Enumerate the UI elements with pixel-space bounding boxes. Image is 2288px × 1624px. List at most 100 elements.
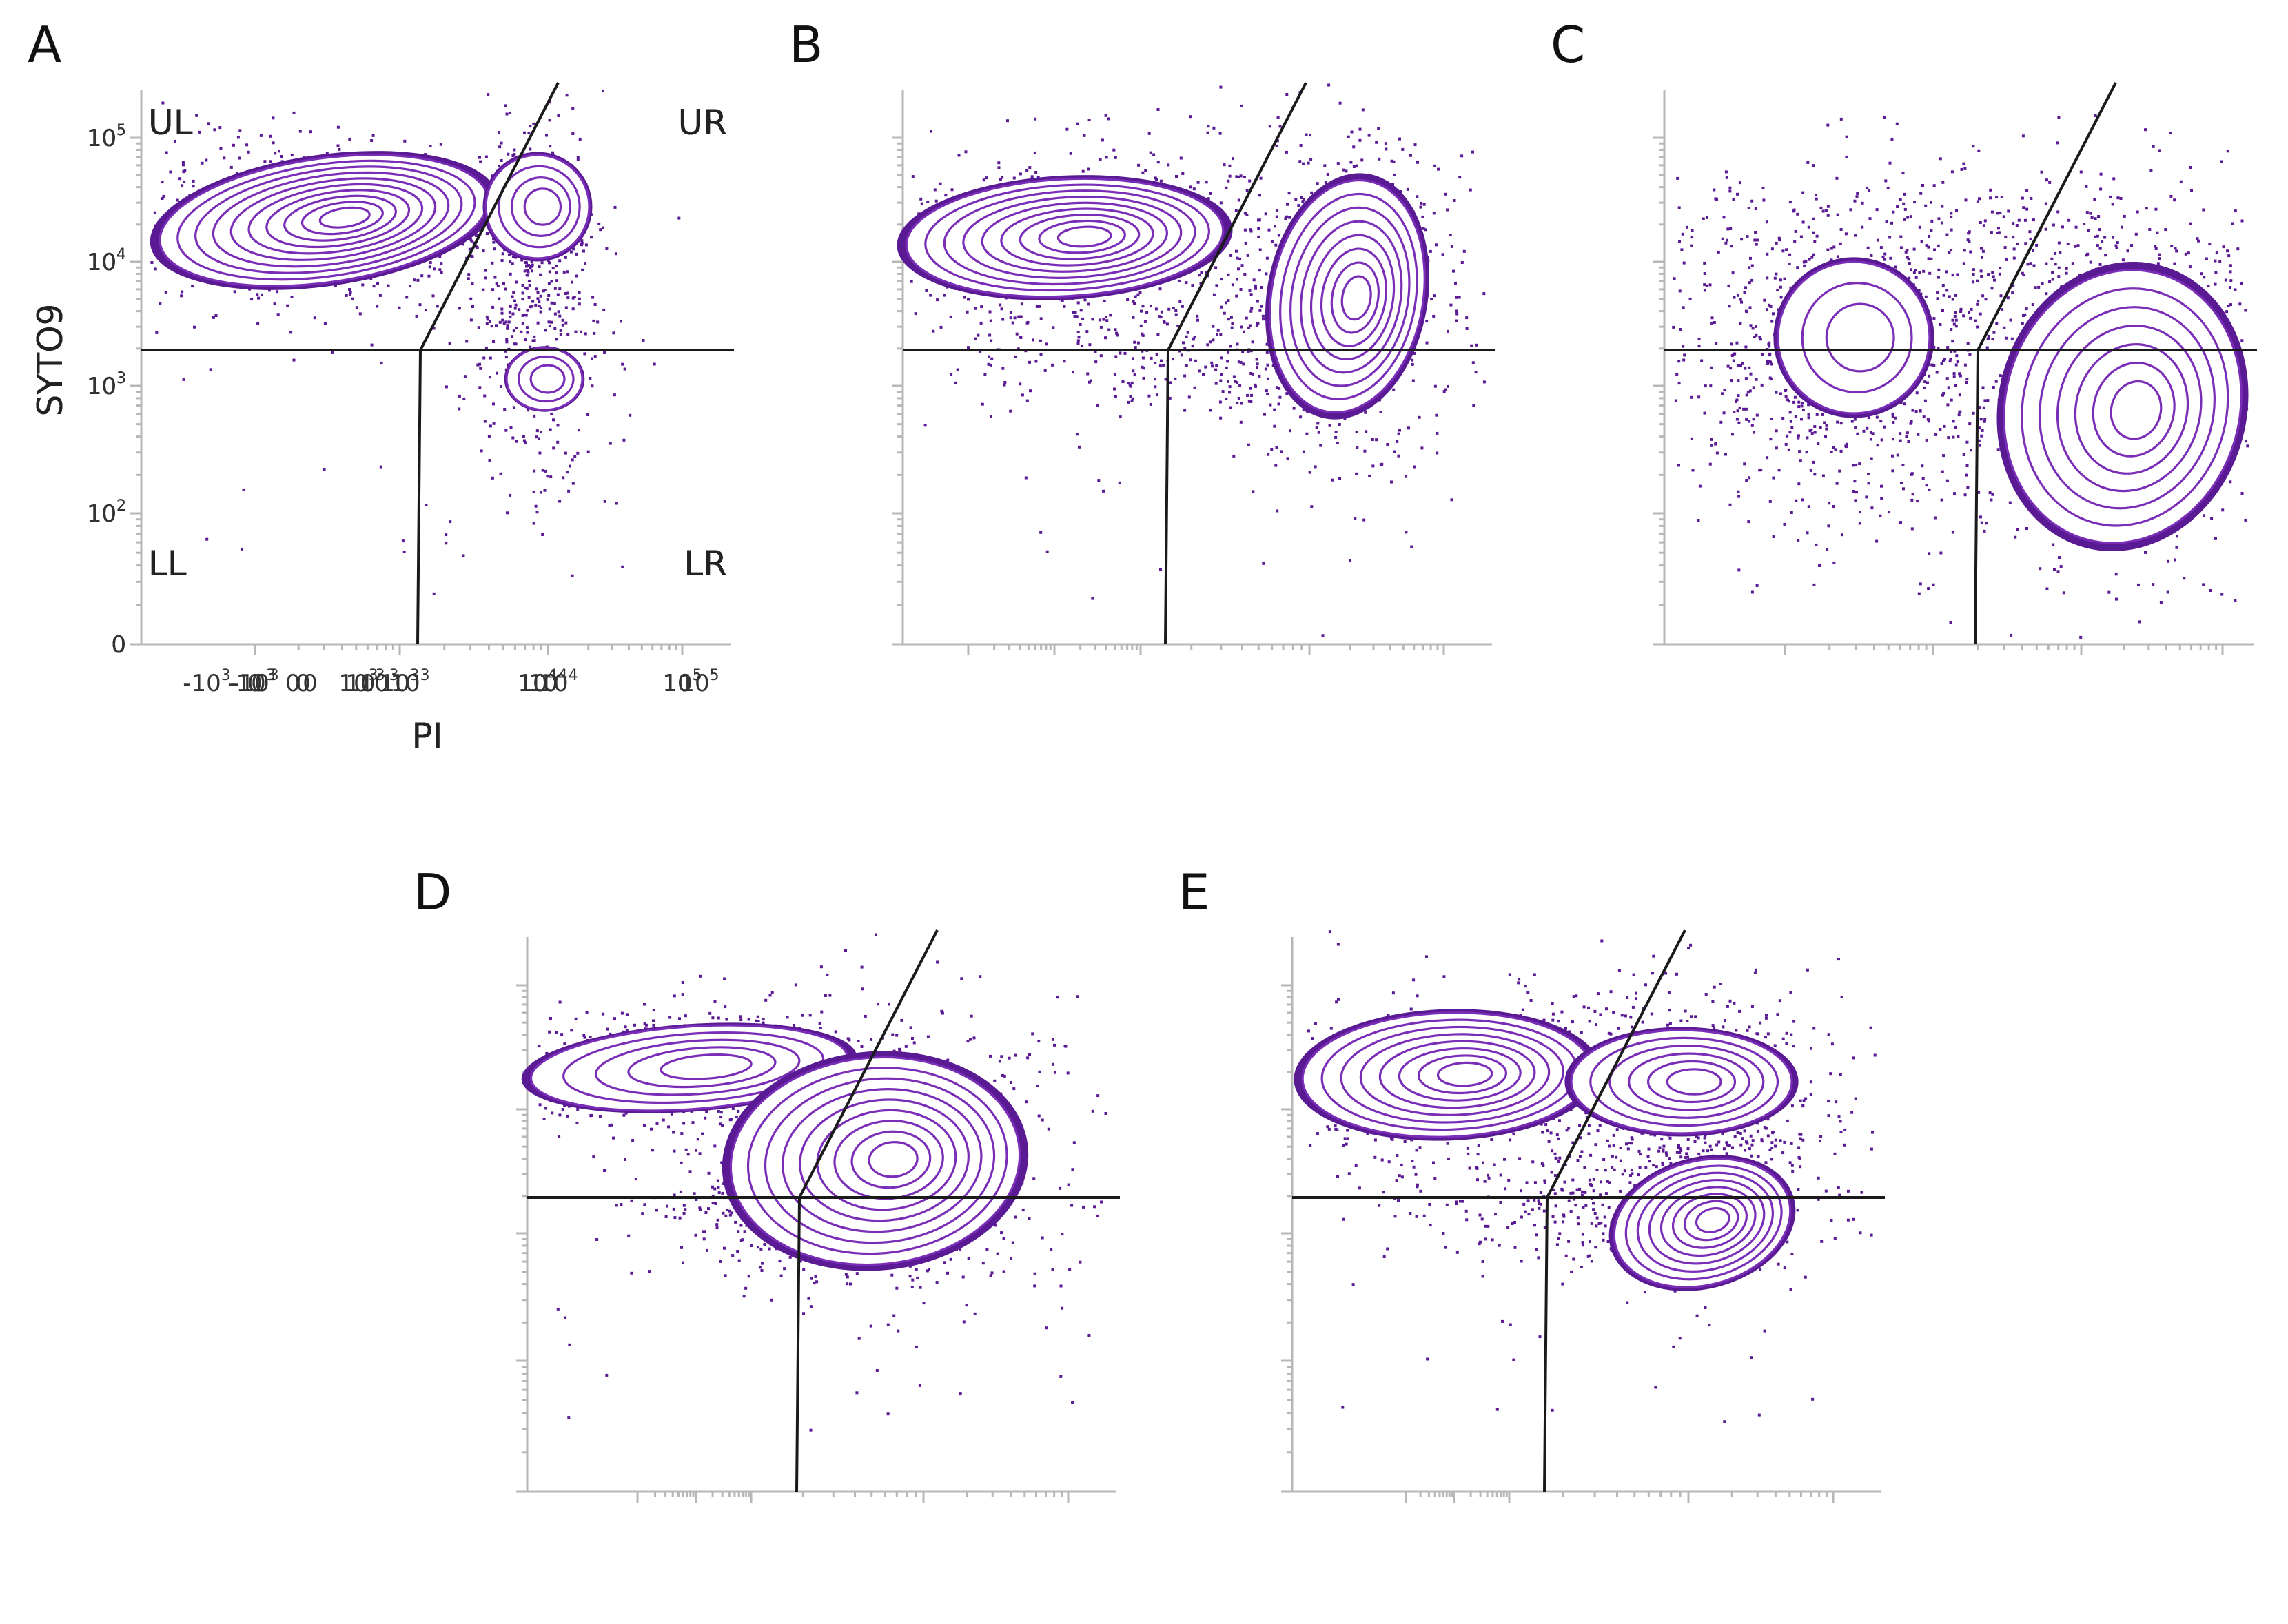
- event-dot: [273, 302, 276, 306]
- event-dot: [1883, 116, 1886, 119]
- event-dot: [1398, 137, 1401, 141]
- event-dot: [1728, 189, 1732, 193]
- event-dot: [1015, 332, 1019, 336]
- event-dot: [1270, 240, 1274, 243]
- x-tick-label: 104: [528, 667, 567, 697]
- event-dot: [509, 315, 512, 318]
- event-dot: [2229, 480, 2232, 484]
- y-tick-label: 105: [87, 122, 126, 152]
- event-dot: [1418, 415, 1421, 419]
- event-dot: [2004, 235, 2008, 238]
- event-dot: [1951, 340, 1954, 343]
- event-dot: [1099, 158, 1102, 161]
- event-dot: [2051, 271, 2054, 274]
- event-dot: [2098, 263, 2102, 266]
- event-dot: [1845, 442, 1848, 446]
- event-dot: [548, 101, 551, 104]
- event-dot: [539, 310, 542, 314]
- event-dot: [1075, 433, 1079, 436]
- event-dot: [219, 147, 223, 150]
- event-dot: [2023, 218, 2027, 222]
- event-dot: [2221, 508, 2225, 512]
- event-dot: [1674, 399, 1677, 402]
- event-dot: [518, 308, 521, 311]
- event-dot: [1174, 313, 1178, 316]
- event-dot: [502, 282, 505, 285]
- event-dot: [1069, 152, 1072, 155]
- event-dot: [1770, 362, 1773, 366]
- event-dot: [1241, 350, 1245, 353]
- event-dot: [539, 273, 542, 276]
- event-dot: [1181, 172, 1185, 175]
- event-dot: [920, 202, 923, 205]
- event-dot: [1910, 473, 1913, 476]
- event-dot: [1770, 320, 1774, 323]
- event-dot: [1867, 473, 1870, 475]
- event-dot: [610, 1123, 613, 1127]
- event-dot: [2170, 245, 2174, 247]
- event-dot: [1745, 418, 1748, 421]
- event-dot: [2058, 556, 2061, 559]
- event-dot: [520, 330, 523, 333]
- event-dot: [2054, 251, 2057, 255]
- event-dot: [2083, 223, 2086, 225]
- x-tick-label: 103: [390, 667, 429, 697]
- event-dot: [580, 243, 583, 247]
- event-dot: [1035, 305, 1039, 308]
- event-dot: [1284, 217, 1287, 220]
- event-dot: [1826, 548, 1829, 551]
- event-dot: [1379, 411, 1382, 413]
- event-dot: [257, 296, 261, 300]
- event-dot: [1739, 364, 1742, 367]
- event-dot: [1350, 130, 1354, 134]
- event-dot: [2234, 599, 2237, 602]
- event-dot: [1965, 473, 1968, 477]
- event-dot: [369, 277, 373, 280]
- event-dot: [1788, 253, 1792, 256]
- event-dot: [1908, 262, 1911, 265]
- event-dot: [1164, 378, 1167, 381]
- event-dot: [930, 130, 932, 133]
- event-dot: [718, 1122, 722, 1126]
- event-dot: [1744, 286, 1747, 289]
- event-dot: [1127, 400, 1130, 404]
- event-dot: [445, 542, 448, 545]
- event-dot: [1912, 271, 1916, 274]
- event-dot: [1323, 164, 1327, 167]
- event-dot: [1917, 289, 1921, 292]
- event-dot: [1212, 338, 1215, 342]
- event-dot: [506, 324, 509, 327]
- event-dot: [1965, 381, 1968, 384]
- event-dot: [1354, 517, 1357, 520]
- event-dot: [1006, 119, 1009, 123]
- x-tick-label: 0: [254, 670, 269, 697]
- event-dot: [555, 265, 558, 268]
- event-dot: [857, 1040, 860, 1042]
- event-dot: [361, 283, 365, 287]
- event-dot: [440, 262, 443, 265]
- event-dot: [1788, 431, 1792, 434]
- event-dot: [1113, 387, 1116, 391]
- event-dot: [1726, 227, 1730, 231]
- event-dot: [1990, 210, 1994, 214]
- event-dot: [1183, 374, 1187, 378]
- event-dot: [1265, 351, 1269, 354]
- event-dot: [1020, 302, 1023, 306]
- event-dot: [1141, 356, 1145, 360]
- event-dot: [1879, 246, 1883, 249]
- event-dot: [1336, 442, 1339, 444]
- event-dot: [427, 274, 431, 278]
- event-dot: [1854, 234, 1857, 237]
- event-dot: [500, 159, 503, 162]
- event-dot: [1136, 341, 1140, 345]
- event-dot: [1770, 418, 1773, 420]
- event-dot: [531, 300, 535, 303]
- event-dot: [1276, 139, 1279, 143]
- event-dot: [1688, 297, 1692, 300]
- event-dot: [1705, 216, 1708, 219]
- event-dot: [1114, 395, 1117, 398]
- event-dot: [1216, 329, 1220, 332]
- event-dot: [401, 539, 405, 543]
- event-dot: [1977, 300, 1980, 303]
- event-dot: [1950, 328, 1953, 331]
